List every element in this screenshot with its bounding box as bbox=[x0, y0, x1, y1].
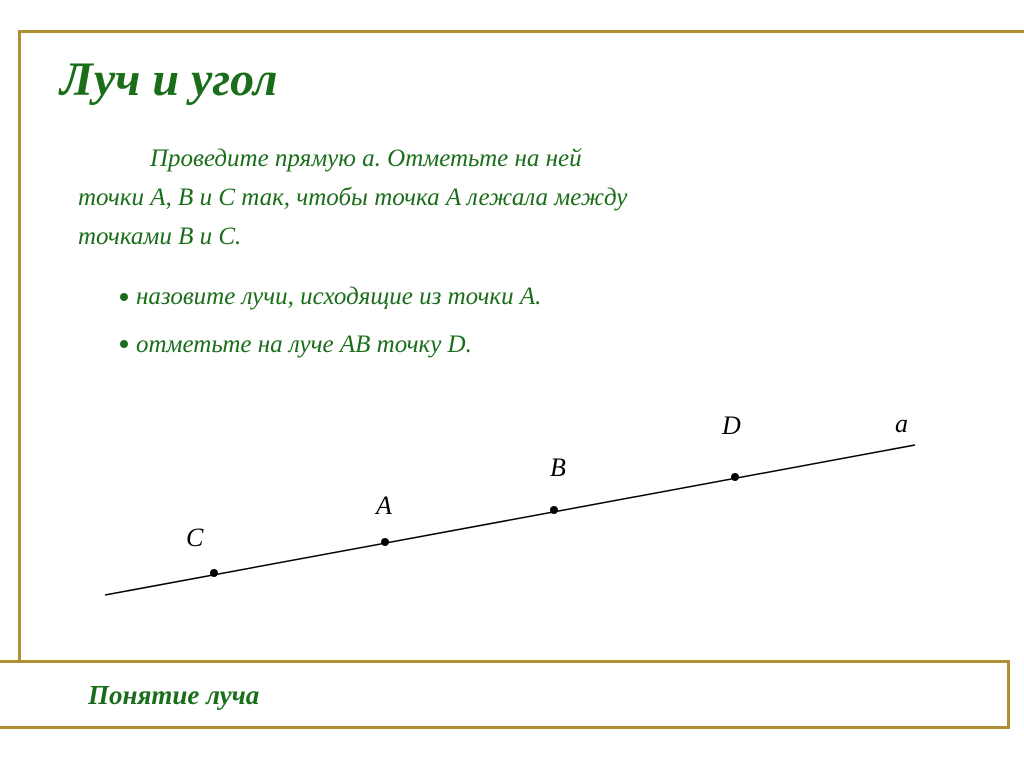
task-paragraph: Проведите прямую а. Отметьте на ней точк… bbox=[78, 140, 638, 256]
label-A: A bbox=[374, 491, 392, 520]
point-B bbox=[550, 506, 558, 514]
frame-top bbox=[18, 30, 1024, 33]
label-C: C bbox=[186, 523, 204, 552]
bullet-item: назовите лучи, исходящие из точки A. bbox=[120, 273, 541, 321]
point-D bbox=[731, 473, 739, 481]
frame-bottom bbox=[0, 726, 1010, 729]
point-A bbox=[381, 538, 389, 546]
task-bullets: назовите лучи, исходящие из точки A. отм… bbox=[120, 273, 541, 368]
task-text: Проведите прямую а. Отметьте на ней точк… bbox=[78, 140, 638, 256]
frame-right bbox=[1007, 663, 1010, 729]
bullet-item: отметьте на луче AB точку D. bbox=[120, 321, 541, 369]
bullet-text: назовите лучи, исходящие из точки A. bbox=[136, 283, 541, 310]
bullet-icon bbox=[120, 293, 128, 301]
label-line-a: a bbox=[895, 409, 908, 438]
line-a bbox=[105, 445, 915, 595]
point-C bbox=[210, 569, 218, 577]
label-B: B bbox=[550, 453, 566, 482]
footer-caption: Понятие луча bbox=[88, 680, 259, 711]
label-D: D bbox=[721, 411, 741, 440]
bullet-icon bbox=[120, 340, 128, 348]
slide-title: Луч и угол bbox=[60, 52, 278, 107]
bullet-text: отметьте на луче AB точку D. bbox=[136, 331, 472, 358]
frame-middle bbox=[0, 660, 1010, 663]
geometry-diagram: C A B Da bbox=[0, 380, 1024, 660]
